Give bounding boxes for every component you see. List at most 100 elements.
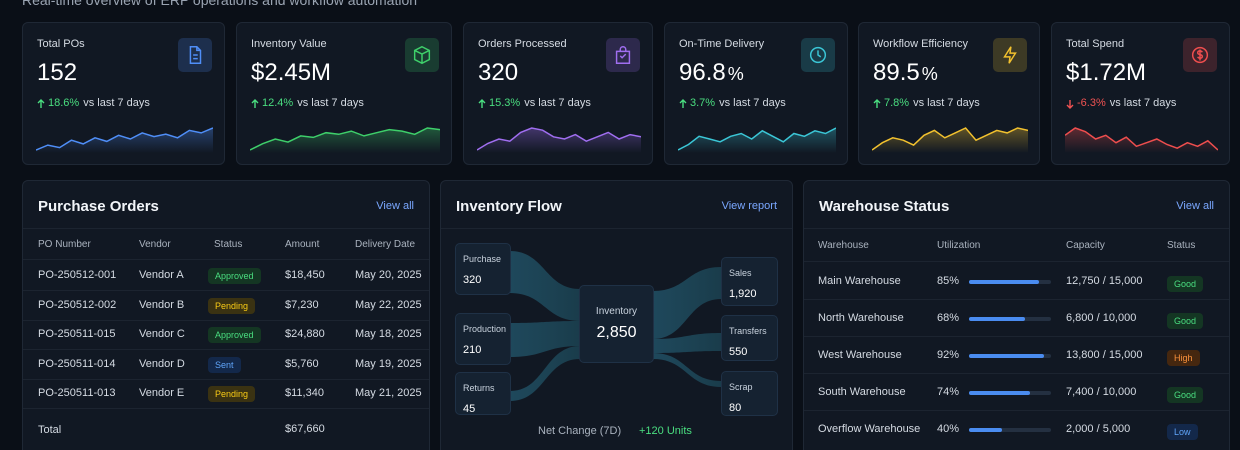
panel-link[interactable]: View all <box>376 200 414 212</box>
status-badge: Pending <box>208 297 256 314</box>
sparkline-line <box>477 127 641 151</box>
divider <box>804 410 1229 411</box>
kpi-card: On-Time Delivery 96.8% 3.7% vs last 7 days <box>664 22 848 165</box>
status-badge: Pending <box>208 386 256 402</box>
kpi-unit: % <box>921 64 938 84</box>
kpi-value: 96.8% <box>679 59 744 86</box>
cell: May 21, 2025 <box>355 387 422 399</box>
kpi-icon <box>1183 38 1217 72</box>
cell: Vendor B <box>139 298 185 311</box>
sparkline-area <box>250 128 440 153</box>
divider <box>23 228 429 229</box>
change-period: vs last 7 days <box>297 97 364 109</box>
sparkline-area <box>477 128 641 153</box>
kpi-card: Orders Processed 320 15.3% vs last 7 days <box>463 22 653 165</box>
kpi-card: Workflow Efficiency 89.5% 7.8% vs last 7 da… <box>858 22 1040 165</box>
flow-ribbons <box>510 251 721 401</box>
cell: May 19, 2025 <box>355 357 422 370</box>
warehouse-name: Main Warehouse <box>818 275 901 287</box>
utilization: 85% <box>937 275 960 287</box>
capacity: 2,000 / 5,000 <box>1066 423 1131 435</box>
bar-track <box>969 428 1051 432</box>
node-label: Production <box>463 324 507 334</box>
divider <box>804 373 1229 374</box>
kpi-label: Total POs <box>37 38 85 50</box>
status-badge: Low <box>1167 424 1198 440</box>
sparkline-area <box>36 128 213 153</box>
cell: $7,230 <box>285 298 319 311</box>
panel-link[interactable]: View report <box>721 200 777 212</box>
flow-node: Inventory 2,850 <box>579 285 654 363</box>
kpi-icon <box>606 38 640 72</box>
status-badge: Good <box>1167 276 1204 292</box>
column-header: Status <box>214 239 243 250</box>
sparkline <box>477 127 641 153</box>
kpi-card: Total Spend $1.72M -6.3% vs last 7 days <box>1051 22 1230 165</box>
column-header: Vendor <box>139 239 171 250</box>
subtitle: Real-time overview of ERP operations and… <box>22 0 418 8</box>
sparkline <box>36 127 213 153</box>
node-value: 210 <box>463 344 482 356</box>
flow-ribbon <box>653 333 721 353</box>
capacity: 13,800 / 15,000 <box>1066 349 1143 361</box>
flow-node: Scrap 80 <box>721 371 778 416</box>
change-text: 18.6% vs last 7 days <box>48 97 150 109</box>
cell: May 20, 2025 <box>355 269 422 281</box>
column-header: Capacity <box>1066 240 1105 251</box>
flow-node: Purchase 320 <box>455 243 511 295</box>
node-value: 320 <box>463 274 482 286</box>
kpi-label: Inventory Value <box>251 38 327 50</box>
utilization-bar <box>969 317 1025 321</box>
kpi-icon <box>993 38 1027 72</box>
status-badge: Sent <box>208 356 241 373</box>
cell: Vendor D <box>139 357 185 370</box>
kpi-label: Workflow Efficiency <box>873 38 968 50</box>
change-text: 7.8% vs last 7 days <box>884 97 980 109</box>
sparkline-line <box>250 127 440 151</box>
node-value: 80 <box>729 402 742 414</box>
inventory-flow-panel: Inventory Flow View report Purchase 320 Prod… <box>440 180 793 450</box>
divider <box>804 299 1229 300</box>
flow-ribbon <box>510 251 580 321</box>
status-badge: Good <box>1167 313 1204 329</box>
capacity: 7,400 / 10,000 <box>1066 386 1137 398</box>
change-arrow <box>478 99 486 108</box>
footer-value: +120 Units <box>639 425 692 437</box>
node-value: 1,920 <box>729 288 757 300</box>
icon <box>809 46 827 64</box>
kpi-card: Total POs 152 18.6% vs last 7 days <box>22 22 225 165</box>
column-header: Delivery Date <box>355 239 416 250</box>
flow-node: Transfers 550 <box>721 315 778 361</box>
divider <box>23 290 429 291</box>
column-header: Status <box>1167 240 1196 251</box>
flow-ribbon <box>653 353 721 387</box>
status-badge: High <box>1167 350 1200 366</box>
footer-label: Net Change (7D) <box>538 425 622 437</box>
utilization-bar <box>969 354 1045 358</box>
cell: PO-250512-001 <box>38 269 117 281</box>
column-header: PO Number <box>38 239 91 250</box>
warehouse-name: South Warehouse <box>818 386 906 398</box>
utilization-bar <box>969 428 1002 432</box>
node-label: Purchase <box>463 254 502 264</box>
purchase-orders-panel: Purchase Orders View all PO Number Vendor St… <box>22 180 430 450</box>
panel-link[interactable]: View all <box>1176 200 1214 212</box>
utilization: 92% <box>937 349 960 361</box>
sparkline-line <box>678 127 836 151</box>
warehouse-status-panel: Warehouse Status View all Warehouse Utiliza… <box>803 180 1230 450</box>
flow-ribbon <box>510 321 580 357</box>
change-period: vs last 7 days <box>913 97 980 109</box>
divider <box>804 336 1229 337</box>
flow-ribbon <box>510 346 580 401</box>
status-badge: Good <box>1167 387 1204 403</box>
panel-title: Warehouse Status <box>819 198 950 215</box>
status-badge: Approved <box>208 327 261 343</box>
sparkline-area <box>1065 128 1218 153</box>
total-label: Total <box>38 424 62 436</box>
change-text: 12.4% vs last 7 days <box>262 97 364 109</box>
kpi-icon <box>801 38 835 72</box>
kpi-label: Orders Processed <box>478 38 567 50</box>
cell: PO-250512-002 <box>38 298 117 311</box>
node-label: Returns <box>463 383 495 393</box>
